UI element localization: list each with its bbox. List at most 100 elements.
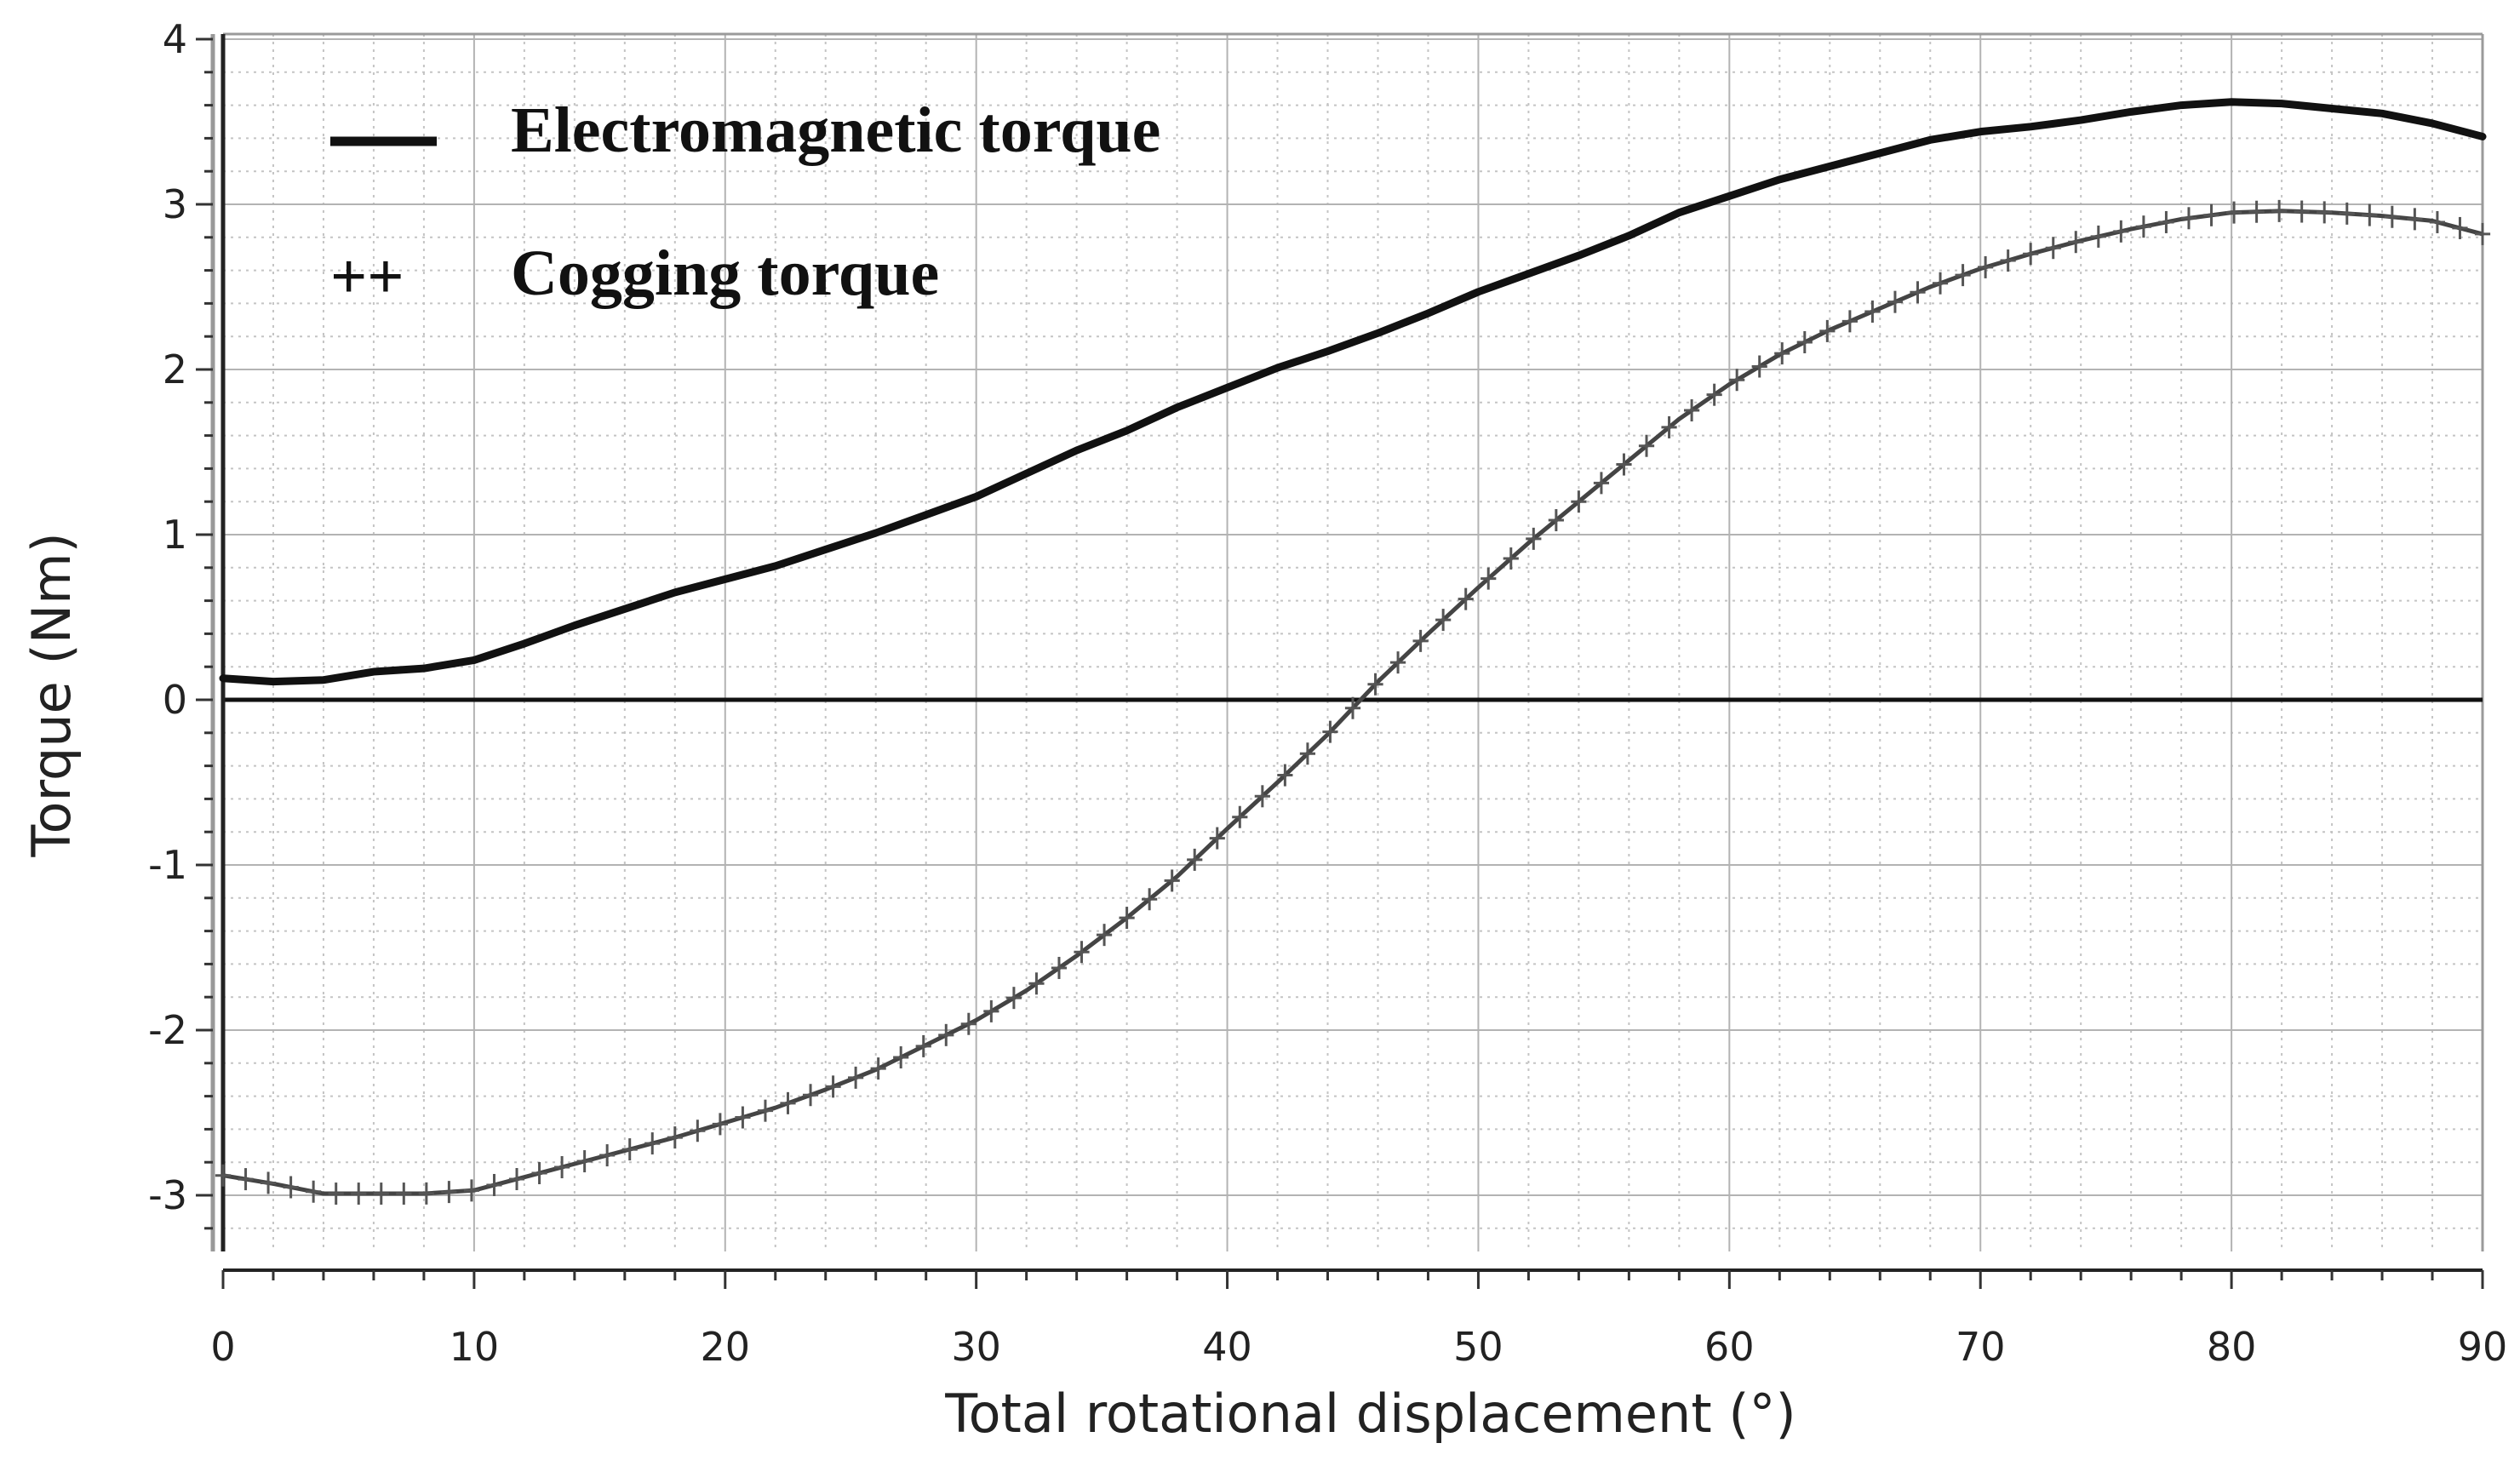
cogging-marker	[2339, 202, 2355, 225]
cogging-marker	[554, 1156, 570, 1179]
cogging-marker	[712, 1113, 728, 1136]
cogging-marker	[418, 1182, 434, 1205]
cogging-marker	[599, 1144, 616, 1167]
cogging-marker	[1684, 399, 1700, 422]
cogging-marker	[2248, 200, 2265, 223]
cogging-marker	[870, 1057, 886, 1080]
cogging-marker	[508, 1167, 525, 1190]
cogging-marker	[1955, 264, 1971, 287]
cogging-marker	[1706, 383, 1722, 406]
minor-grid	[223, 34, 2483, 1251]
cogging-marker	[306, 1180, 322, 1203]
cogging-marker	[1458, 587, 1474, 610]
cogging-marker	[1526, 527, 1542, 550]
cogging-marker	[1548, 509, 1564, 532]
y-tick-label: 3	[163, 181, 187, 227]
cogging-marker	[486, 1173, 502, 1196]
cogging-marker	[2000, 249, 2016, 272]
cogging-marker	[1932, 272, 1949, 295]
series-line-electromagnetic	[219, 98, 2487, 686]
cogging-marker	[1005, 987, 1022, 1010]
cogging-marker	[690, 1120, 706, 1142]
cogging-marker	[1910, 281, 1926, 304]
cogging-marker	[1119, 907, 1135, 930]
legend-plus-icon: ++	[330, 241, 404, 312]
y-tick-label: 0	[163, 677, 187, 723]
cogging-marker	[1729, 369, 1745, 392]
cogging-marker	[1187, 848, 1203, 871]
y-axis-title: Torque (Nm)	[20, 532, 83, 857]
cogging-marker	[441, 1181, 457, 1204]
cogging-marker	[915, 1034, 931, 1057]
cogging-marker	[1277, 764, 1293, 787]
cogging-marker	[621, 1138, 638, 1161]
cogging-marker	[2407, 208, 2423, 231]
y-tick-label: -1	[148, 842, 187, 888]
cogging-marker	[780, 1091, 796, 1114]
cogging-marker	[1254, 785, 1270, 808]
cogging-marker	[1412, 629, 1429, 652]
cogging-marker	[1593, 472, 1610, 495]
cogging-marker	[2023, 243, 2039, 266]
cogging-marker	[1435, 609, 1452, 632]
y-tick-label: 2	[163, 346, 187, 392]
cogging-marker	[2045, 237, 2061, 260]
cogging-marker	[1503, 547, 1519, 570]
cogging-marker	[283, 1176, 299, 1199]
cogging-marker	[2068, 231, 2084, 254]
cogging-marker	[373, 1183, 389, 1205]
cogging-marker	[396, 1183, 412, 1205]
cogging-marker	[531, 1162, 547, 1185]
cogging-marker	[735, 1106, 751, 1129]
cogging-marker	[2271, 199, 2288, 222]
cogging-marker	[983, 999, 999, 1022]
cogging-marker	[2294, 200, 2310, 223]
cogging-marker	[1638, 434, 1655, 457]
cogging-marker	[757, 1099, 774, 1122]
cogging-marker	[2203, 203, 2219, 226]
major-grid	[223, 34, 2483, 1251]
cogging-marker	[2452, 216, 2468, 239]
cogging-marker	[1978, 255, 1994, 278]
series-layer	[215, 98, 2491, 1205]
cogging-marker	[1344, 696, 1361, 719]
cogging-marker	[2317, 201, 2333, 224]
cogging-marker	[644, 1132, 661, 1155]
cogging-marker	[1164, 869, 1180, 892]
cogging-marker	[1051, 956, 1068, 979]
cogging-marker	[260, 1171, 277, 1194]
cogging-marker	[1367, 673, 1383, 696]
legend-label-cogging: Cogging torque	[511, 238, 939, 309]
cogging-marker	[2113, 220, 2129, 243]
cogging-marker	[463, 1179, 480, 1202]
x-axis-title: Total rotational displacement (°)	[944, 1383, 1796, 1445]
cogging-marker	[2090, 225, 2106, 248]
cogging-marker	[1887, 290, 1904, 313]
cogging-marker	[1774, 342, 1790, 365]
cogging-marker	[1819, 319, 1836, 342]
cogging-marker	[1480, 567, 1497, 590]
cogging-marker	[1209, 827, 1225, 850]
cogging-marker	[1751, 355, 1767, 378]
y-tick-label: -2	[148, 1007, 187, 1053]
cogging-marker	[1571, 490, 1587, 513]
cogging-marker	[1389, 651, 1406, 674]
x-tick-label: 60	[1704, 1324, 1755, 1370]
cogging-marker	[2429, 210, 2446, 233]
cogging-marker	[328, 1183, 344, 1205]
cogging-marker	[825, 1075, 841, 1098]
cogging-marker	[215, 1164, 232, 1187]
cogging-marker	[2474, 222, 2491, 245]
legend: Electromagnetic torque ++ Cogging torque	[330, 94, 1160, 312]
x-tick-label: 0	[210, 1324, 235, 1370]
cogging-marker	[1616, 453, 1632, 476]
x-tick-label: 80	[2207, 1324, 2257, 1370]
cogging-marker	[960, 1012, 976, 1035]
cogging-marker	[1299, 742, 1316, 765]
cogging-marker	[1661, 415, 1677, 438]
cogging-marker	[1864, 301, 1881, 324]
